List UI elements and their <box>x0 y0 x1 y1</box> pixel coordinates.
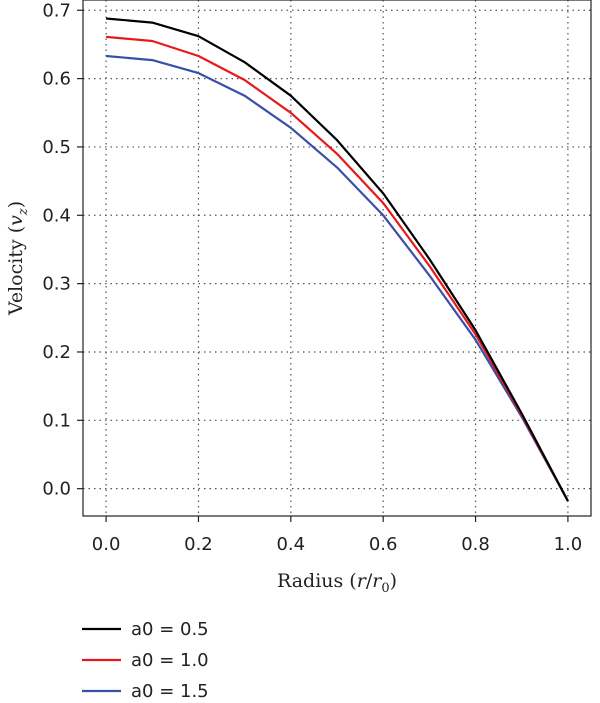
axis-ticks: 0.0 0.2 0.4 0.6 0.8 1.0 0.0 0.1 0.2 0.3 0.4 0.5 0.6 0… <box>42 0 582 555</box>
plot-frame <box>82 0 592 517</box>
y-label-post: ) <box>5 201 27 208</box>
legend: a0 = 0.5 a0 = 1.0 a0 = 1.5 <box>82 619 209 702</box>
x-label-sub: 0 <box>381 581 389 596</box>
x-label-var: r <box>357 570 368 592</box>
x-label-post: ) <box>390 570 397 592</box>
x-axis-label: Radius (r/r0) <box>277 570 397 596</box>
y-label-pre: Velocity ( <box>5 226 27 316</box>
x-tick-label: 1.0 <box>554 534 583 555</box>
x-tick-label: 0.2 <box>184 534 213 555</box>
legend-label: a0 = 0.5 <box>131 619 209 640</box>
y-tick-label: 0.7 <box>42 0 71 21</box>
grid-lines <box>83 0 591 516</box>
series-lines <box>106 17 569 502</box>
y-tick-label: 0.2 <box>42 342 71 363</box>
x-tick-label: 0.8 <box>461 534 490 555</box>
series-line-a0-1-5 <box>106 54 569 502</box>
y-label-var: v <box>5 215 27 226</box>
series-line-a0-1-0 <box>106 35 569 502</box>
y-tick-label: 0.6 <box>42 69 71 90</box>
legend-label: a0 = 1.5 <box>131 681 209 702</box>
x-label-pre: Radius ( <box>277 570 357 592</box>
y-label-sub: z <box>16 208 31 216</box>
y-tick-label: 0.5 <box>42 137 71 158</box>
x-tick-label: 0.6 <box>369 534 398 555</box>
x-label-slash: / <box>366 570 373 592</box>
y-axis-label: Velocity (vz) <box>5 201 31 316</box>
y-tick-label: 0.0 <box>42 479 71 500</box>
x-label-var2: r <box>372 570 383 592</box>
series-line-a0-0-5 <box>106 17 569 502</box>
x-tick-label: 0.4 <box>276 534 305 555</box>
legend-label: a0 = 1.0 <box>131 650 209 671</box>
y-tick-label: 0.4 <box>42 205 71 226</box>
y-tick-label: 0.3 <box>42 274 71 295</box>
y-tick-label: 0.1 <box>42 410 71 431</box>
x-tick-label: 0.0 <box>92 534 121 555</box>
